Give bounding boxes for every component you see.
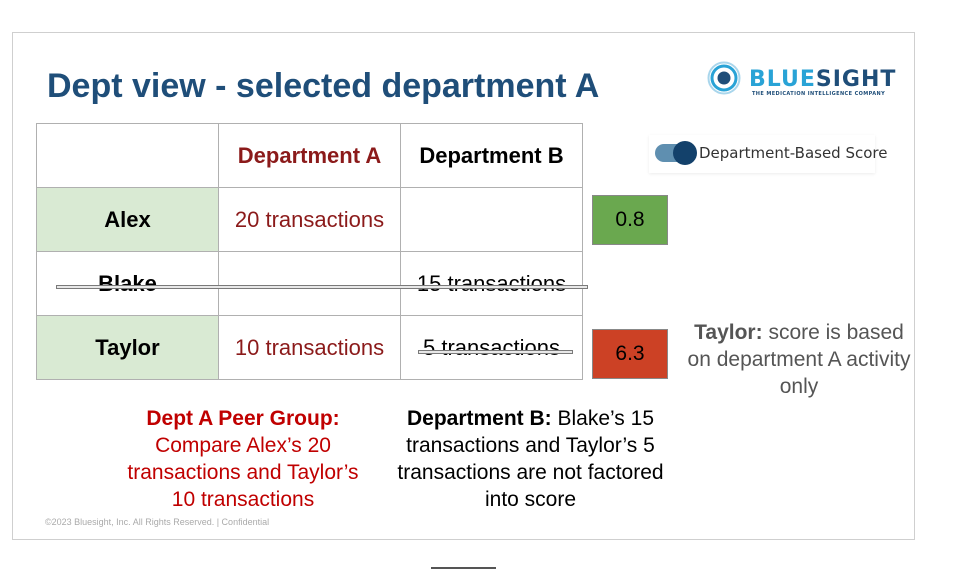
slide: Dept view - selected department A BLUESI… [12,32,915,540]
header-department-a: Department A [218,123,401,188]
department-b-note: Department B: Blake’s 15 transactions an… [397,407,664,511]
table-header-row: Department A Department B [36,123,583,188]
bluesight-logo: BLUESIGHT THE MEDICATION INTELLIGENCE CO… [707,61,895,101]
logo-ring-icon [707,61,741,95]
scroll-indicator[interactable] [431,567,496,569]
taylor-note: Taylor: score is based on department A a… [687,321,911,398]
department-score-toggle-container: Department-Based Score [649,135,887,173]
row-name-alex: Alex [36,187,219,252]
cell-taylor-dept-b: 5 transactions [400,315,583,380]
logo-wordmark: BLUESIGHT [749,67,897,92]
cell-alex-dept-b [400,187,583,252]
toggle-knob-icon [673,141,697,165]
header-department-b: Department B [400,123,583,188]
cell-blake-dept-a [218,251,401,316]
cell-taylor-dept-a: 10 transactions [218,315,401,380]
table-row: Taylor 10 transactions 5 transactions [36,315,583,380]
table-row: Alex 20 transactions [36,187,583,252]
footer-copyright: ©2023 Bluesight, Inc. All Rights Reserve… [45,517,270,527]
cell-blake-dept-b: 15 transactions [400,251,583,316]
department-score-toggle[interactable] [655,141,697,165]
row-name-blake: Blake [36,251,219,316]
cell-alex-dept-a: 20 transactions [218,187,401,252]
blake-row-strikethrough [56,285,588,289]
header-empty-cell [36,123,219,188]
taylor-dept-b-strikethrough [418,350,573,354]
score-badge-taylor: 6.3 [592,329,668,379]
table-row: Blake 15 transactions [36,251,583,316]
logo-tagline: THE MEDICATION INTELLIGENCE COMPANY [752,91,886,97]
toggle-label: Department-Based Score [699,144,888,162]
slide-title: Dept view - selected department A [47,67,600,105]
transactions-table: Department A Department B Alex 20 transa… [36,123,583,380]
score-badge-alex: 0.8 [592,195,668,245]
row-name-taylor: Taylor [36,315,219,380]
peer-group-note: Dept A Peer Group: Compare Alex’s 20 tran… [127,407,359,511]
